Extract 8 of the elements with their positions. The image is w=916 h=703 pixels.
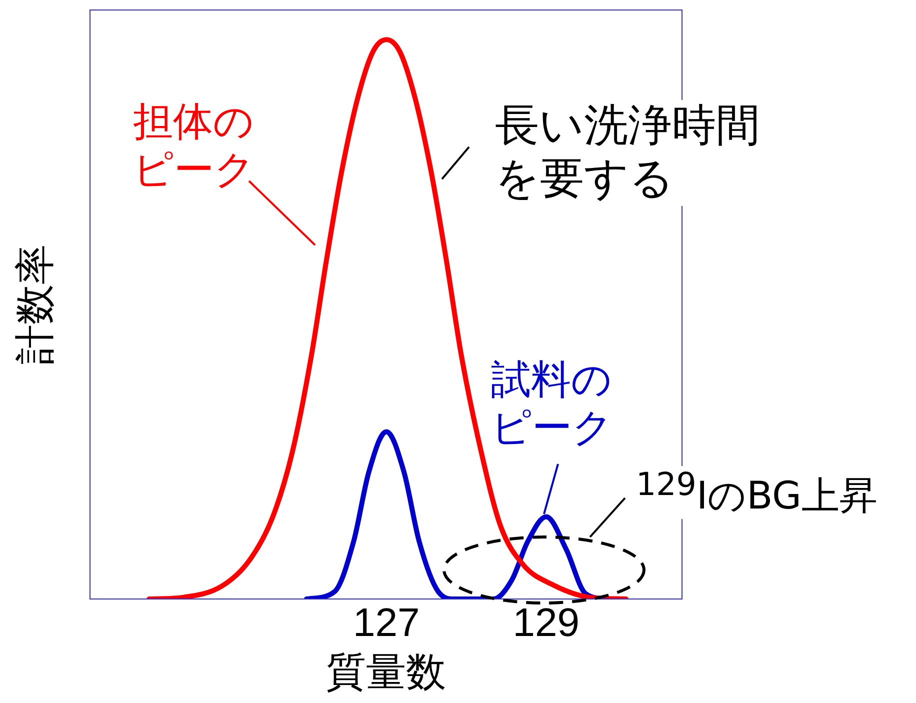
annotation: 長い洗浄時間を要する xyxy=(495,100,795,206)
x-tick-label: 127 xyxy=(353,601,420,646)
annotation: 担体のピーク xyxy=(133,98,256,194)
y-axis-title: 計数率 xyxy=(12,244,58,364)
annotation: 試料のピーク xyxy=(491,356,614,452)
annotation: $^{129}$IのBG上昇 xyxy=(636,466,916,520)
x-axis-title: 質量数 xyxy=(326,649,446,696)
x-tick-label: 129 xyxy=(512,601,580,646)
